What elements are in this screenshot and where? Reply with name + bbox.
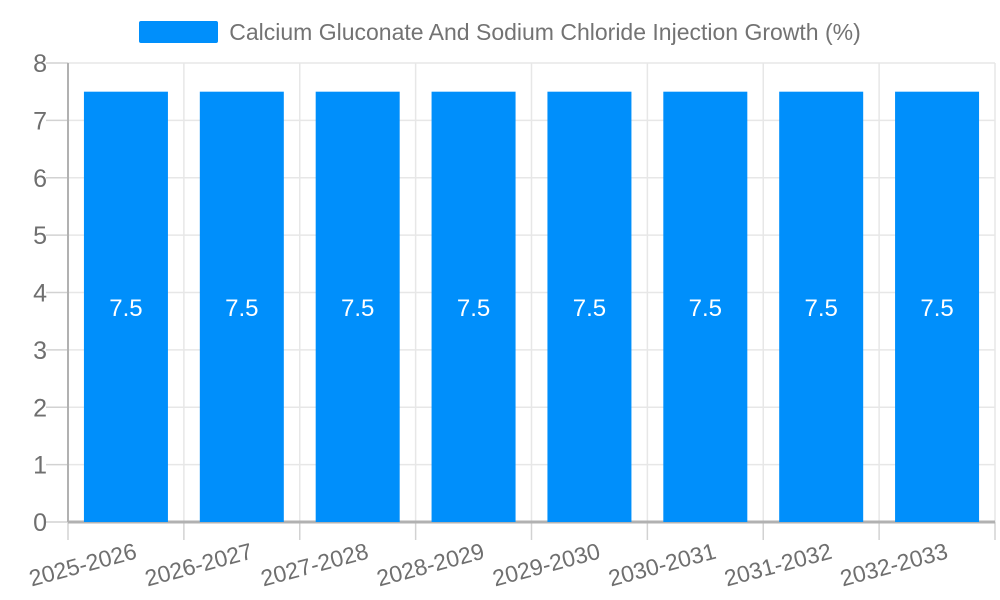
bar-value-label: 7.5 <box>689 295 722 322</box>
y-axis-label: 8 <box>33 50 47 78</box>
bar-value-label: 7.5 <box>805 295 838 322</box>
x-axis-label: 2032-2033 <box>837 538 950 592</box>
x-axis-label: 2025-2026 <box>26 538 139 592</box>
y-axis-label: 4 <box>33 280 47 308</box>
bar-value-label: 7.5 <box>341 295 374 322</box>
x-axis-label: 2026-2027 <box>142 538 255 592</box>
y-axis-label: 3 <box>33 337 47 365</box>
bar[interactable] <box>315 91 400 522</box>
x-axis-label: 2031-2032 <box>722 538 835 592</box>
x-axis-label: 2028-2029 <box>374 538 487 592</box>
bar-value-label: 7.5 <box>225 295 258 322</box>
legend[interactable]: Calcium Gluconate And Sodium Chloride In… <box>0 20 1000 44</box>
y-axis-label: 2 <box>33 394 47 422</box>
bar-value-label: 7.5 <box>573 295 606 322</box>
bar-value-label: 7.5 <box>920 295 953 322</box>
y-axis-label: 0 <box>33 509 47 537</box>
bar[interactable] <box>83 91 168 522</box>
y-axis-label: 7 <box>33 107 47 135</box>
bar[interactable] <box>431 91 516 522</box>
legend-marker-icon <box>139 21 219 43</box>
y-axis-label: 5 <box>33 222 47 250</box>
x-axis-label: 2027-2028 <box>258 538 371 592</box>
bar[interactable] <box>895 91 980 522</box>
bar[interactable] <box>199 91 284 522</box>
bar[interactable] <box>547 91 632 522</box>
bar[interactable] <box>779 91 864 522</box>
y-axis-label: 6 <box>33 165 47 193</box>
x-axis-label: 2029-2030 <box>490 538 603 592</box>
x-axis-label: 2030-2031 <box>606 538 719 592</box>
chart-title: Calcium Gluconate And Sodium Chloride In… <box>229 19 861 45</box>
bar-value-label: 7.5 <box>457 295 490 322</box>
bar[interactable] <box>663 91 748 522</box>
bar-value-label: 7.5 <box>109 295 142 322</box>
y-axis-label: 1 <box>33 452 47 480</box>
